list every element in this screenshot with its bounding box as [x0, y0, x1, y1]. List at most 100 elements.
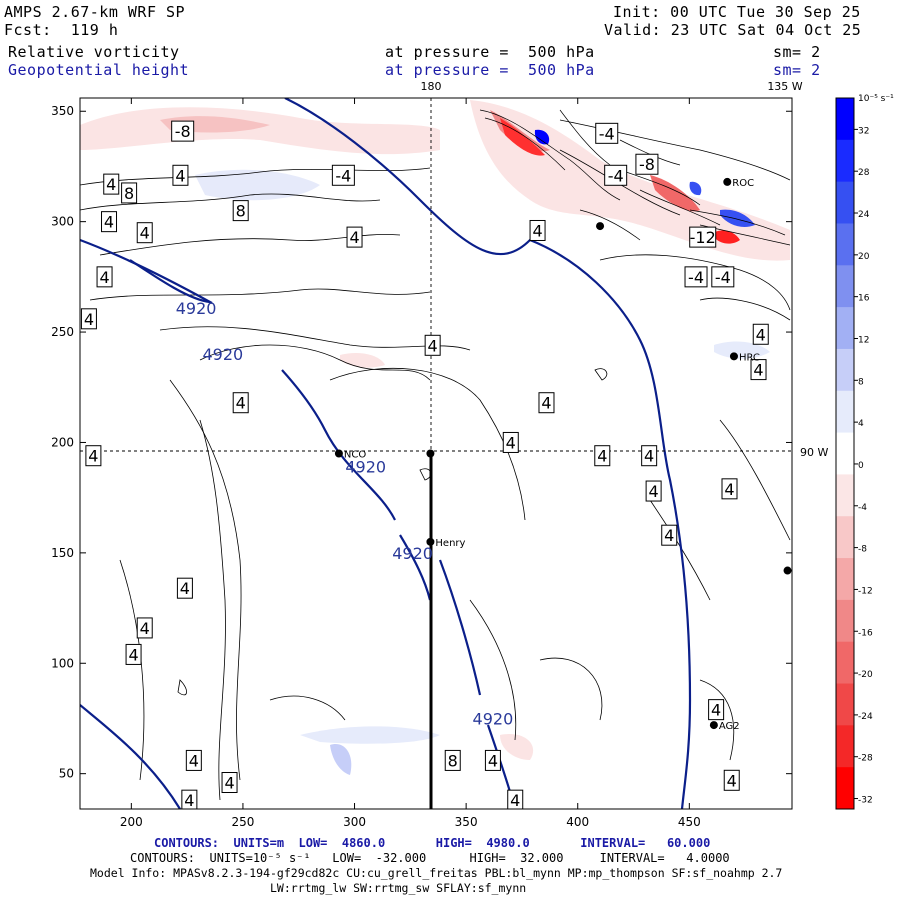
colorbar-tick-label-12: -16 — [858, 628, 873, 638]
vort-label-box-37 — [221, 772, 238, 794]
colorbar-tick-label-4: 16 — [858, 294, 870, 304]
vort-label-box-24 — [85, 445, 102, 467]
vort-label-3: 8 — [121, 182, 138, 204]
vort-label-text-0: -8 — [175, 122, 191, 141]
colorbar-segment-2 — [836, 181, 854, 224]
vort-label-box-36 — [484, 749, 501, 771]
vorticity-contour-clusters — [479, 109, 791, 246]
vort-label-12: -8 — [635, 153, 659, 175]
vort-core-3 — [650, 175, 700, 212]
vort-label-text-14: -4 — [688, 268, 704, 287]
vort-label-box-18 — [424, 334, 441, 356]
station-dot-0 — [334, 449, 343, 458]
smoothing-height: sm= 2 — [773, 61, 821, 79]
vort-label-box-2 — [103, 173, 120, 195]
x-tick-label-2: 300 — [343, 815, 366, 829]
meridian-label-180: 180 — [421, 80, 442, 93]
colorbar-tick-label-8: 0 — [858, 461, 864, 471]
x-tick-label-4: 400 — [566, 815, 589, 829]
vort-label-text-22: 4 — [541, 394, 551, 413]
station-label-2: HRC — [739, 352, 760, 363]
vort-label-box-40 — [723, 769, 740, 791]
vort-label-box-9 — [529, 219, 546, 241]
vort-label-21: 4 — [232, 392, 249, 414]
height-contour-4920-center-a — [281, 369, 396, 521]
vort-label-15: -4 — [711, 266, 735, 288]
station-dot-2 — [729, 352, 738, 361]
height-label-1: 4920 — [202, 345, 243, 364]
vort-label-text-23: 4 — [506, 433, 516, 452]
vort-label-text-7: 4 — [140, 224, 150, 243]
colorbar-tick-label-9: -4 — [858, 503, 867, 513]
station-dot-4 — [723, 177, 732, 186]
height-label-0: 4920 — [176, 299, 217, 318]
vort-label-box-34 — [185, 749, 202, 771]
vort-label-text-13: -12 — [690, 228, 716, 247]
vort-label-text-11: -4 — [608, 166, 624, 185]
pos-vort-patch-center — [340, 353, 385, 368]
height-label-4: 4920 — [473, 709, 514, 728]
colorbar-segment-5 — [836, 307, 854, 350]
vort-label-0: -8 — [171, 120, 195, 142]
plot-frame — [79, 97, 793, 810]
station-dot-5 — [426, 449, 435, 458]
neg-vort-patch-1 — [195, 169, 320, 201]
vort-label-box-6 — [101, 211, 118, 233]
vort-label-text-1: 4 — [175, 166, 185, 185]
vort-label-text-38: 4 — [184, 791, 194, 810]
vort-label-10: -4 — [595, 122, 619, 144]
vort-label-text-36: 4 — [488, 751, 498, 770]
vort-label-26: 4 — [641, 445, 658, 467]
colorbar-segment-10 — [836, 516, 854, 559]
neg-vort-patch-hrc — [714, 341, 770, 359]
vort-label-13: -12 — [689, 226, 717, 248]
vort-label-box-30 — [176, 577, 193, 599]
vort-label-box-11 — [604, 164, 628, 186]
vort-label-text-6: 4 — [104, 213, 114, 232]
vort-label-27: 4 — [645, 480, 662, 502]
vort-label-33: 4 — [708, 699, 725, 721]
vort-label-2: 4 — [103, 173, 120, 195]
vort-label-box-7 — [136, 222, 153, 244]
vort-label-text-34: 4 — [189, 751, 199, 770]
colorbar-tick-label-0: 32 — [858, 126, 869, 136]
vort-label-5: 8 — [232, 200, 249, 222]
colorbar-segment-4 — [836, 265, 854, 308]
colorbar-tick-label-2: 24 — [858, 210, 870, 220]
colorbar-tick-label-7: 4 — [858, 419, 864, 429]
vort-label-box-3 — [121, 182, 138, 204]
neg-vort-patch-south-2 — [330, 744, 352, 775]
vort-label-box-27 — [645, 480, 662, 502]
height-label-3: 4920 — [392, 544, 433, 563]
neg-vort-core-3 — [689, 181, 702, 196]
vort-label-34: 4 — [185, 749, 202, 771]
colorbar-unit: 10⁻⁵ s⁻¹ — [858, 94, 894, 104]
vort-label-20: 4 — [750, 359, 767, 381]
height-contours — [80, 98, 692, 809]
colorbar-segment-3 — [836, 223, 854, 266]
y-tick-label-6: 350 — [51, 104, 74, 118]
vort-label-box-10 — [595, 122, 619, 144]
vort-label-text-35: 8 — [448, 751, 458, 770]
vort-label-14: -4 — [684, 266, 708, 288]
vort-label-text-3: 8 — [124, 184, 134, 203]
colorbar-segment-7 — [836, 390, 854, 434]
colorbar-segment-9 — [836, 474, 854, 517]
height-contour-4920-southwest — [80, 704, 181, 809]
vort-label-text-39: 4 — [510, 791, 520, 810]
vort-label-text-37: 4 — [224, 774, 234, 793]
vort-label-36: 4 — [484, 749, 501, 771]
vort-label-9: 4 — [529, 219, 546, 241]
vort-label-box-33 — [708, 699, 725, 721]
y-tick-label-5: 300 — [51, 215, 74, 229]
vort-label-text-40: 4 — [727, 771, 737, 790]
vort-label-text-19: 4 — [756, 325, 766, 344]
colorbar-segment-6 — [836, 348, 854, 392]
footer-physics: LW:rrtmg_lw SW:rrtmg_sw SFLAY:sf_mynn — [270, 881, 527, 895]
vort-label-text-26: 4 — [644, 447, 654, 466]
footer-height-contours: CONTOURS: UNITS=m LOW= 4860.0 HIGH= 4980… — [154, 836, 711, 850]
station-label-1: Henry — [435, 538, 465, 549]
vort-label-text-9: 4 — [532, 221, 542, 240]
vort-label-box-38 — [181, 789, 198, 809]
vort-label-text-32: 4 — [128, 645, 138, 664]
